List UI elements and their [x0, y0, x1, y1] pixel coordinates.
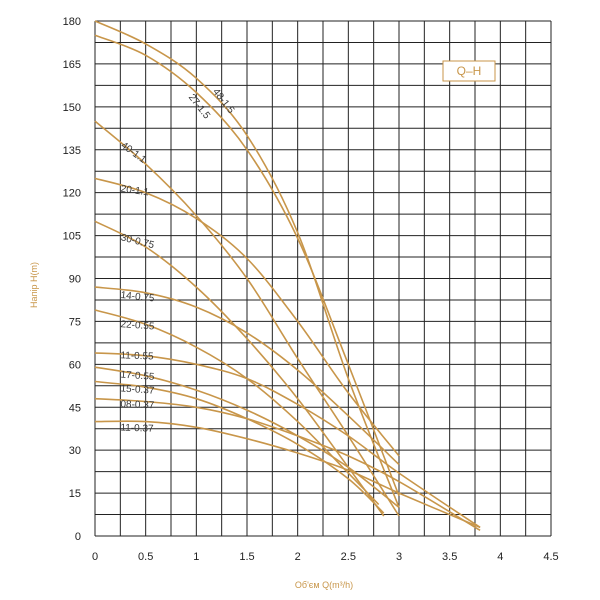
x-tick-label: 0 — [92, 551, 98, 563]
curve-label-20-1.1: 20-1.1 — [120, 184, 150, 199]
curve-label-08-0.37: 08-0.37 — [120, 399, 155, 411]
y-tick-label: 150 — [63, 102, 81, 114]
curve-11-0.37 — [94, 420, 481, 529]
curve-label-40-1.1: 40-1.1 — [119, 140, 149, 166]
y-tick-label: 15 — [69, 488, 81, 500]
x-tick-label: 1 — [193, 551, 199, 563]
y-tick-label: 180 — [63, 16, 81, 28]
y-tick-labels: 0 15 30 45 60 75 90 105 120 135 150 165 180 — [63, 16, 81, 543]
curve-11-0.55 — [94, 352, 481, 529]
y-tick-label: 75 — [69, 316, 81, 328]
curve-labels: 48-1.527-1.540-1.120-1.130-0.7514-0.7522… — [119, 87, 237, 435]
x-tick-label: 3 — [396, 551, 402, 563]
curve-label-14-0.75: 14-0.75 — [120, 290, 155, 305]
curve-label-11-0.37: 11-0.37 — [120, 423, 154, 435]
grid — [94, 20, 552, 537]
x-tick-label: 2 — [295, 551, 301, 563]
curve-08-0.37 — [94, 397, 481, 531]
curve-label-17-0.55: 17-0.55 — [120, 370, 155, 383]
qh-legend-box: Q–H — [442, 60, 496, 82]
y-tick-label: 30 — [69, 445, 81, 457]
y-tick-label: 45 — [69, 402, 81, 414]
x-tick-label: 0.5 — [138, 551, 153, 563]
curve-14-0.75 — [94, 286, 400, 466]
y-tick-label: 0 — [75, 531, 81, 543]
x-tick-label: 4.5 — [543, 551, 558, 563]
y-tick-label: 90 — [69, 274, 81, 286]
curve-label-11-0.55: 11-0.55 — [120, 350, 154, 362]
y-tick-label: 120 — [63, 188, 81, 200]
qh-legend-text: Q–H — [457, 64, 482, 78]
curve-17-0.55 — [94, 366, 400, 509]
x-axis-label: Об'єм Q(m³/h) — [295, 580, 353, 590]
y-tick-label: 60 — [69, 359, 81, 371]
x-tick-label: 1.5 — [239, 551, 254, 563]
curves — [94, 20, 481, 531]
y-tick-label: 105 — [63, 231, 81, 243]
curve-48-1.5 — [94, 20, 400, 508]
curve-label-15-0.37: 15-0.37 — [120, 383, 155, 396]
curve-label-48-1.5: 48-1.5 — [210, 87, 236, 116]
curve-label-22-0.55: 22-0.55 — [120, 319, 155, 332]
y-axis-label: Напір H(m) — [29, 262, 39, 308]
curve-20-1.1 — [94, 177, 400, 457]
x-tick-label: 4 — [497, 551, 503, 563]
y-tick-label: 165 — [63, 59, 81, 71]
curve-27-1.5 — [94, 34, 400, 497]
y-tick-label: 135 — [63, 145, 81, 157]
x-tick-labels: 0 0.5 1 1.5 2 2.5 3 3.5 4 4.5 — [92, 551, 559, 563]
x-tick-label: 3.5 — [442, 551, 457, 563]
x-tick-label: 2.5 — [341, 551, 356, 563]
